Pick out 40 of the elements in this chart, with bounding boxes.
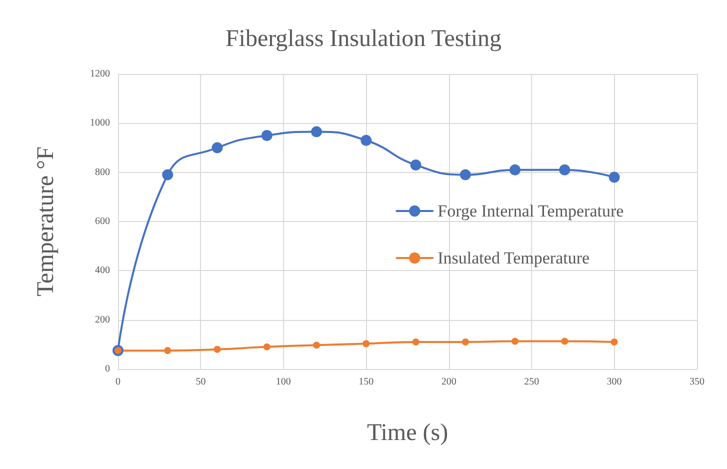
x-tick-label: 250: [524, 376, 540, 388]
x-tick-label: 350: [690, 376, 704, 388]
x-tick-label: 50: [196, 376, 206, 388]
point: [362, 340, 370, 348]
point: [410, 159, 422, 170]
point: [164, 347, 172, 354]
y-tick-label: 1000: [90, 118, 110, 129]
x-tick-label: 200: [441, 376, 456, 388]
point: [360, 134, 372, 146]
y-tick-label: 600: [95, 216, 110, 227]
legend-label: Insulated Temperature: [438, 248, 590, 268]
point: [212, 142, 223, 154]
y-tick-label: 400: [95, 265, 110, 276]
point: [460, 169, 471, 180]
y-axis-title: Temperature °F: [33, 146, 59, 296]
x-tick-label: 0: [116, 376, 120, 388]
point: [561, 338, 568, 345]
point: [512, 338, 519, 345]
legend-label: Forge Internal Temperature: [438, 202, 624, 220]
point: [311, 126, 322, 138]
y-tick-label: 1200: [90, 68, 110, 80]
x-axis-title: Time (s): [366, 420, 448, 446]
x-tick-label: 100: [276, 376, 291, 388]
point: [313, 342, 320, 349]
point: [214, 346, 221, 353]
point: [610, 338, 618, 346]
y-tick-label: 0: [105, 364, 110, 374]
y-tick-label: 200: [95, 314, 110, 326]
point: [412, 338, 420, 346]
point: [263, 343, 270, 350]
point: [162, 169, 174, 180]
point: [559, 164, 570, 176]
chart-title: Fiberglass Insulation Testing: [225, 26, 502, 52]
point: [608, 172, 620, 183]
x-tick-label: 150: [358, 376, 374, 388]
y-tick-label: 800: [95, 166, 110, 178]
x-tick-label: 300: [606, 376, 622, 388]
point: [510, 164, 521, 176]
point: [462, 338, 469, 346]
point: [261, 130, 272, 141]
